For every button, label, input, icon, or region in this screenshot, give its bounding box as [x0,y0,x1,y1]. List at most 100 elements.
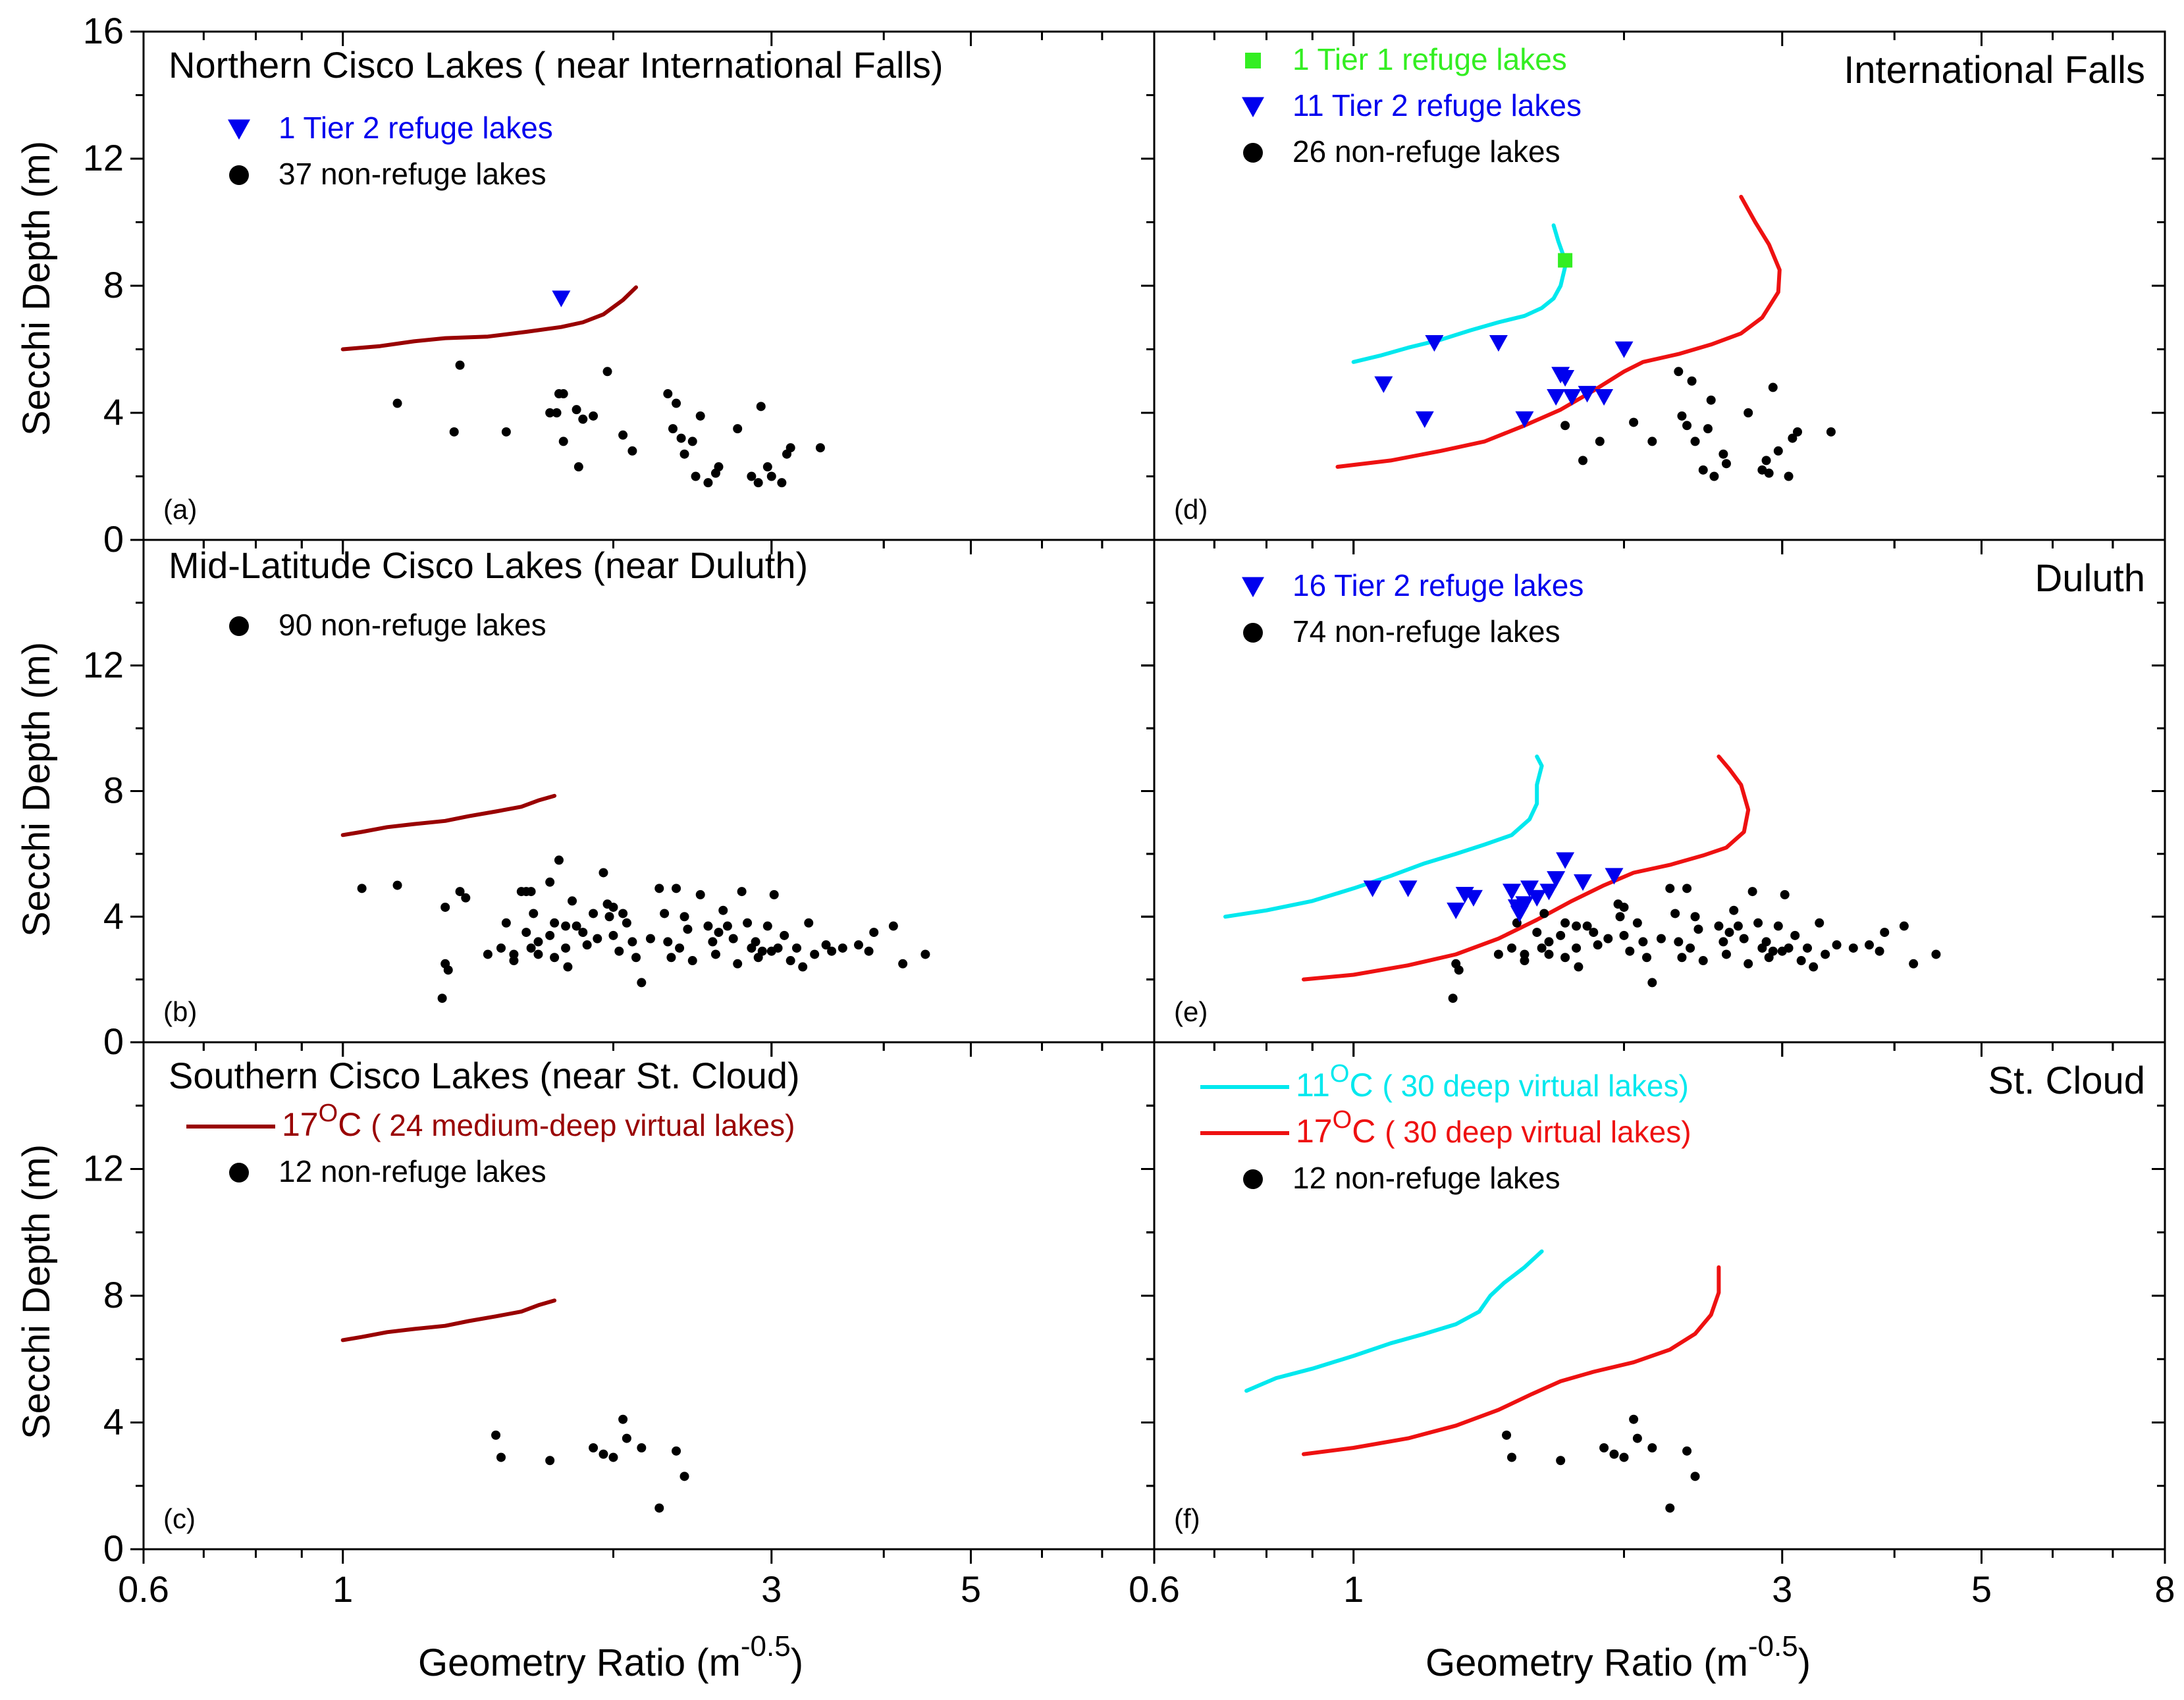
nonrefuge-point [589,411,599,421]
legend-temp-value: 11 [1296,1067,1330,1103]
tier2-point [1578,386,1597,403]
nonrefuge-point [1520,956,1530,966]
x-tick-label: 5 [1971,1568,1992,1610]
nonrefuge-point [437,994,447,1003]
nonrefuge-point [572,405,581,415]
nonrefuge-point [1764,468,1774,478]
x-axis-label-left-main: Geometry Ratio (m [418,1641,741,1684]
y-tick-label: 4 [103,1401,124,1443]
nonrefuge-point [1574,962,1584,972]
nonrefuge-point [1674,937,1684,947]
nonrefuge-point [672,398,681,408]
nonrefuge-point [753,478,763,488]
nonrefuge-point [608,930,618,940]
nonrefuge-point [864,946,874,956]
nonrefuge-point [1454,965,1464,975]
nonrefuge-point [561,921,571,931]
nonrefuge-point [722,921,732,931]
tier2-point [1415,411,1434,428]
legend-marker-nonrefuge [1243,143,1263,163]
nonrefuge-point [602,367,612,377]
nonrefuge-point [1674,367,1684,377]
tier2-point [1502,884,1521,901]
nonrefuge-point [1556,1456,1566,1466]
nonrefuge-point [679,1472,689,1481]
nonrefuge-point [589,909,599,918]
legend-temp-value: 17 [282,1106,319,1143]
y-tick-label: 0 [103,1021,124,1062]
nonrefuge-point [751,937,760,947]
nonrefuge-point [1682,884,1692,893]
legend-degree-symbol: O [1330,1060,1350,1088]
tier2-point [1605,868,1624,885]
legend-label-tier1: 1 Tier 1 refuge lakes [1292,42,1567,76]
nonrefuge-point [786,443,795,453]
nonrefuge-point [1721,459,1731,469]
legend-text: ( 24 medium-deep virtual lakes) [371,1108,795,1142]
panel-label: (a) [163,494,197,525]
nonrefuge-point [827,946,837,956]
legend-marker-nonrefuge [229,616,249,636]
nonrefuge-point [773,943,783,953]
nonrefuge-point [1931,949,1941,959]
nonrefuge-point [1589,928,1599,938]
nonrefuge-point [1761,456,1771,465]
nonrefuge-point [501,427,511,437]
nonrefuge-point [663,389,673,399]
nonrefuge-point [521,928,531,938]
legend-label-tier2: 1 Tier 2 refuge lakes [279,111,553,145]
tier2-point [1528,890,1547,907]
nonrefuge-point [1619,1452,1629,1462]
nonrefuge-point [898,959,908,969]
x-axis-label-right: Geometry Ratio (m-0.5) [1425,1630,1811,1684]
nonrefuge-point [1753,918,1763,928]
y-axis-label-top: Secchi Depth (m) [15,141,58,436]
nonrefuge-point [501,918,511,928]
nonrefuge-point [455,887,465,897]
nonrefuge-point [1595,437,1605,446]
nonrefuge-point [654,1503,664,1513]
nonrefuge-point [1790,930,1800,940]
panel-title: International Falls [1844,49,2145,92]
tier2-point [1595,388,1614,406]
nonrefuge-point [1677,953,1687,963]
tier2-point [1547,871,1566,888]
legend-marker-tier2 [1242,577,1264,598]
panel-label: (d) [1174,494,1208,525]
nonrefuge-point [1609,1449,1619,1459]
chart-panel-f: (f) St. Cloud 11OC ( 30 deep virtual lakes… [1174,1059,2145,1534]
nonrefuge-point [1642,953,1652,963]
nonrefuge-point [1690,1472,1700,1481]
nonrefuge-point [1638,937,1648,947]
nonrefuge-point [798,962,808,972]
nonrefuge-point [687,956,697,966]
nonrefuge-point [668,424,678,434]
nonrefuge-point [1909,959,1919,969]
nonrefuge-point [533,949,543,959]
nonrefuge-point [1744,408,1753,417]
nonrefuge-point [1560,953,1570,963]
nonrefuge-point [1698,956,1708,966]
legend-marker-nonrefuge [229,1163,249,1182]
nonrefuge-point [1615,912,1625,922]
legend-label-nonrefuge: 12 non-refuge lakes [1292,1161,1560,1195]
tier2-point [1515,411,1534,428]
nonrefuge-point [815,443,825,453]
legend-marker-tier1 [1245,53,1261,68]
nonrefuge-point [1718,937,1728,947]
tier2-point [1447,902,1466,920]
nonrefuge-point [1773,446,1783,456]
y-tick-label: 0 [103,518,124,560]
legend-temp-unit: C [1352,1113,1385,1150]
nonrefuge-point [545,930,555,940]
x-tick-labels: 0.6 1 3 5 0.6 1 3 5 8 [118,1568,2175,1610]
nonrefuge-point [1544,937,1554,947]
nonrefuge-point [1665,1503,1675,1513]
nonrefuge-point [392,398,402,408]
legend-text: ( 30 deep virtual lakes) [1385,1115,1691,1149]
nonrefuge-point [703,478,713,488]
nonrefuge-point [550,918,560,928]
nonrefuge-point [552,408,562,417]
nonrefuge-point [533,937,543,947]
